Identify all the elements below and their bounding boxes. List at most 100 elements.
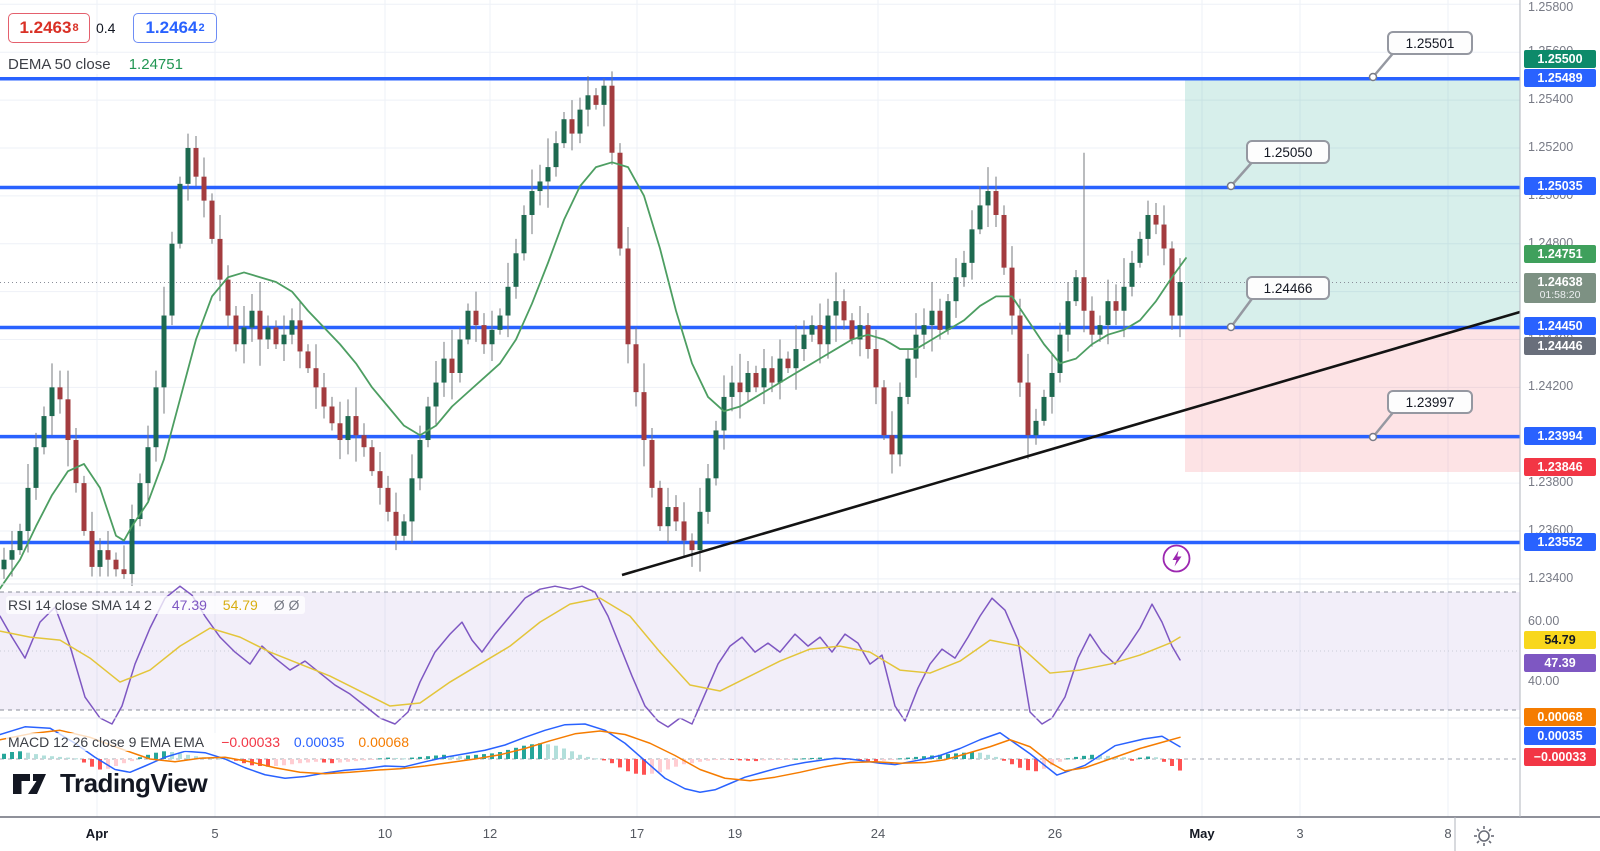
macd-indicator-legend[interactable]: MACD 12 26 close 9 EMA EMA −0.00033 0.00… (6, 733, 415, 751)
macd-histogram-bar (434, 755, 438, 759)
macd-histogram-bar (1090, 754, 1094, 759)
candle-down (225, 279, 231, 316)
buy-button[interactable]: 1.2464 2 (133, 13, 217, 43)
candle-up (25, 487, 31, 531)
candle-up (41, 416, 47, 448)
candle-up (97, 550, 103, 567)
candle-up (497, 315, 503, 330)
price-axis-area[interactable] (1520, 0, 1600, 817)
macd-histogram-bar (882, 759, 886, 761)
macd-histogram-bar (386, 757, 390, 759)
candle-down (369, 447, 375, 472)
candle-up (945, 301, 951, 330)
macd-histogram-bar (1074, 756, 1078, 759)
candle-down (321, 387, 327, 407)
long-position-profit-zone[interactable] (1185, 79, 1520, 327)
macd-histogram-bar (986, 754, 990, 759)
time-axis-tick: 17 (629, 826, 645, 841)
ascending-trendline[interactable] (621, 310, 1521, 577)
candle-up (977, 205, 983, 230)
macd-histogram-bar (178, 753, 182, 759)
candle-up (1129, 262, 1135, 287)
price-axis-badge: 1.23552 (1524, 533, 1596, 551)
callout-anchor-dot[interactable] (1368, 72, 1378, 82)
macd-histogram-bar (698, 759, 702, 762)
macd-histogram-bar (1154, 757, 1158, 759)
macd-histogram-bar (1018, 759, 1022, 768)
dema-indicator-legend[interactable]: DEMA 50 close 1.24751 (6, 55, 189, 74)
price-axis-badge: 1.23994 (1524, 427, 1596, 445)
candle-up (161, 315, 167, 388)
candle-up (177, 183, 183, 244)
callout-tail (1372, 50, 1396, 78)
candle-down (881, 387, 887, 436)
candle-down (753, 372, 759, 388)
candle-up (1041, 396, 1047, 421)
macd-histogram-bar (786, 759, 790, 760)
macd-histogram-bar (186, 754, 190, 759)
callout-anchor-dot[interactable] (1226, 322, 1236, 332)
candle-up (169, 243, 175, 316)
callout-anchor-dot[interactable] (1368, 432, 1378, 442)
macd-histogram-bar (914, 756, 918, 759)
callout-tail (1230, 159, 1255, 187)
time-axis-tick: 3 (1296, 826, 1304, 841)
lightning-flash-icon[interactable] (1162, 544, 1191, 573)
macd-histogram-bar (562, 748, 566, 759)
candle-up (289, 320, 295, 335)
macd-histogram-bar (90, 759, 94, 767)
macd-histogram-bar (154, 752, 158, 759)
macd-histogram-bar (906, 757, 910, 759)
price-axis-badge: 1.25489 (1524, 69, 1596, 87)
candle-down (889, 435, 895, 455)
candle-up (145, 447, 151, 484)
candle-up (1097, 325, 1103, 335)
macd-legend-title: MACD 12 26 close 9 EMA EMA (8, 734, 204, 750)
candle-down (353, 416, 359, 436)
candle-up (777, 358, 783, 383)
candle-up (129, 519, 135, 575)
tradingview-logo[interactable]: TradingView (12, 768, 208, 799)
candle-down (849, 320, 855, 340)
price-axis-badge: 1.23846 (1524, 458, 1596, 476)
candle-down (105, 550, 111, 560)
dema-line (0, 161, 1187, 590)
candle-down (305, 351, 311, 369)
rsi-indicator-legend[interactable]: RSI 14 close SMA 14 2 47.39 54.79 Ø Ø (6, 596, 306, 614)
macd-histogram-bar (106, 759, 110, 769)
macd-axis-badge: 0.00035 (1524, 727, 1596, 745)
macd-histogram-bar (50, 756, 54, 759)
callout-tail (1229, 295, 1256, 328)
rsi-sma-value: 54.79 (222, 597, 258, 613)
rsi-sma-line (0, 597, 1181, 707)
candle-up (137, 483, 143, 520)
price-callout-label[interactable]: 1.25050 (1246, 140, 1330, 164)
theme-sun-icon[interactable] (1472, 824, 1496, 848)
candle-up (545, 167, 551, 182)
macd-histogram-bar (538, 743, 542, 759)
candle-up (913, 334, 919, 359)
candle-down (649, 440, 655, 488)
macd-line-value: 0.00035 (293, 734, 345, 750)
candle-up (793, 349, 799, 369)
macd-histogram-bar (362, 759, 366, 761)
callout-anchor-dot[interactable] (1226, 181, 1236, 191)
macd-histogram-bar (658, 759, 662, 773)
candle-up (905, 358, 911, 397)
rsi-extra-values: Ø Ø (273, 597, 300, 613)
candle-up (425, 406, 431, 441)
candle-up (1121, 286, 1127, 311)
macd-histogram-bar (730, 759, 734, 761)
time-axis-area[interactable] (0, 817, 1455, 851)
sell-button[interactable]: 1.2463 8 (8, 13, 90, 43)
candle-up (249, 310, 255, 328)
price-callout-label[interactable]: 1.24466 (1246, 276, 1330, 300)
candle-up (185, 147, 191, 184)
candle-up (561, 119, 567, 144)
candle-up (1177, 282, 1183, 316)
price-callout-label[interactable]: 1.23997 (1387, 390, 1473, 414)
macd-histogram-bar (1162, 759, 1166, 762)
price-callout-label[interactable]: 1.25501 (1387, 31, 1473, 55)
macd-histogram-bar (554, 745, 558, 759)
